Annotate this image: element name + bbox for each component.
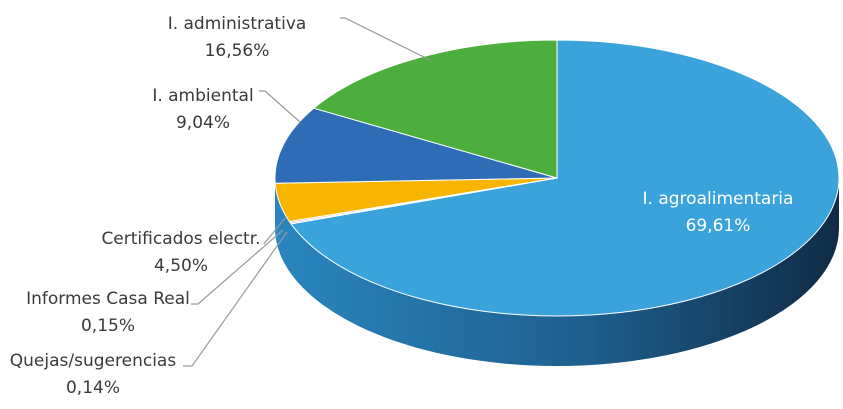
label-agro-name: I. agroalimentaria	[643, 189, 794, 209]
label-certificados-name: Certificados electr.	[101, 229, 260, 249]
pie-side-surface	[275, 178, 839, 366]
label-casa-real-value: 0,15%	[81, 316, 135, 336]
label-casa-real-name: Informes Casa Real	[26, 289, 190, 309]
label-agro-value: 69,61%	[686, 216, 751, 236]
leader-line-3	[191, 229, 284, 305]
pie-slices	[274, 39, 840, 317]
pie-side-wall	[275, 178, 839, 366]
pie-slice-5	[312, 39, 558, 179]
label-quejas-value: 0,14%	[66, 378, 120, 398]
leader-line-1	[259, 90, 301, 123]
label-quejas-name: Quejas/sugerencias	[10, 351, 177, 371]
label-certificados-value: 4,50%	[154, 256, 208, 276]
label-ambiental-name: I. ambiental	[152, 86, 253, 106]
pie-slice-4	[274, 107, 558, 184]
pie-slice-0	[290, 39, 840, 317]
label-administrativa-value: 16,56%	[205, 41, 270, 61]
leader-line-4	[183, 231, 288, 367]
leader-line-2	[263, 217, 286, 245]
leader-lines	[183, 17, 431, 367]
leader-line-0	[340, 17, 431, 61]
label-ambiental-value: 9,04%	[176, 113, 230, 133]
label-administrativa-name: I. administrativa	[168, 14, 307, 34]
